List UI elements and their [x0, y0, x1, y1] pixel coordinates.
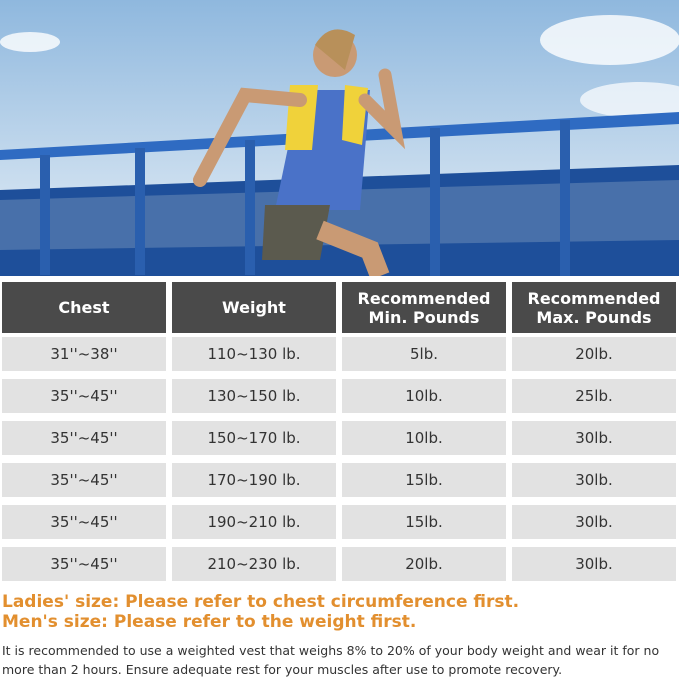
- cell-weight: 170~190 lb.: [172, 463, 336, 497]
- cell-chest: 35''~45'': [2, 505, 166, 539]
- header-weight: Weight: [172, 282, 336, 333]
- cell-max-pounds: 30lb.: [512, 421, 676, 455]
- cell-min-pounds: 10lb.: [342, 421, 506, 455]
- cell-chest: 35''~45'': [2, 547, 166, 581]
- cell-weight: 210~230 lb.: [172, 547, 336, 581]
- cell-max-pounds: 30lb.: [512, 547, 676, 581]
- cell-max-pounds: 30lb.: [512, 505, 676, 539]
- cell-chest: 35''~45'': [2, 463, 166, 497]
- mens-size-note: Men's size: Please refer to the weight f…: [2, 612, 417, 632]
- cell-chest: 35''~45'': [2, 421, 166, 455]
- cell-max-pounds: 25lb.: [512, 379, 676, 413]
- header-min-pounds: Recommended Min. Pounds: [342, 282, 506, 333]
- cell-max-pounds: 20lb.: [512, 337, 676, 371]
- cell-min-pounds: 15lb.: [342, 505, 506, 539]
- header-max-pounds: Recommended Max. Pounds: [512, 282, 676, 333]
- cell-min-pounds: 20lb.: [342, 547, 506, 581]
- cell-chest: 35''~45'': [2, 379, 166, 413]
- cell-min-pounds: 10lb.: [342, 379, 506, 413]
- usage-recommendation-text: It is recommended to use a weighted vest…: [2, 643, 660, 677]
- cell-weight: 190~210 lb.: [172, 505, 336, 539]
- cell-max-pounds: 30lb.: [512, 463, 676, 497]
- product-photo-woman-running-weighted-vest: [0, 0, 679, 276]
- cell-weight: 110~130 lb.: [172, 337, 336, 371]
- cell-min-pounds: 15lb.: [342, 463, 506, 497]
- cell-min-pounds: 5lb.: [342, 337, 506, 371]
- header-chest: Chest: [2, 282, 166, 333]
- cell-weight: 130~150 lb.: [172, 379, 336, 413]
- cell-weight: 150~170 lb.: [172, 421, 336, 455]
- ladies-size-note: Ladies' size: Please refer to chest circ…: [2, 592, 520, 612]
- cell-chest: 31''~38'': [2, 337, 166, 371]
